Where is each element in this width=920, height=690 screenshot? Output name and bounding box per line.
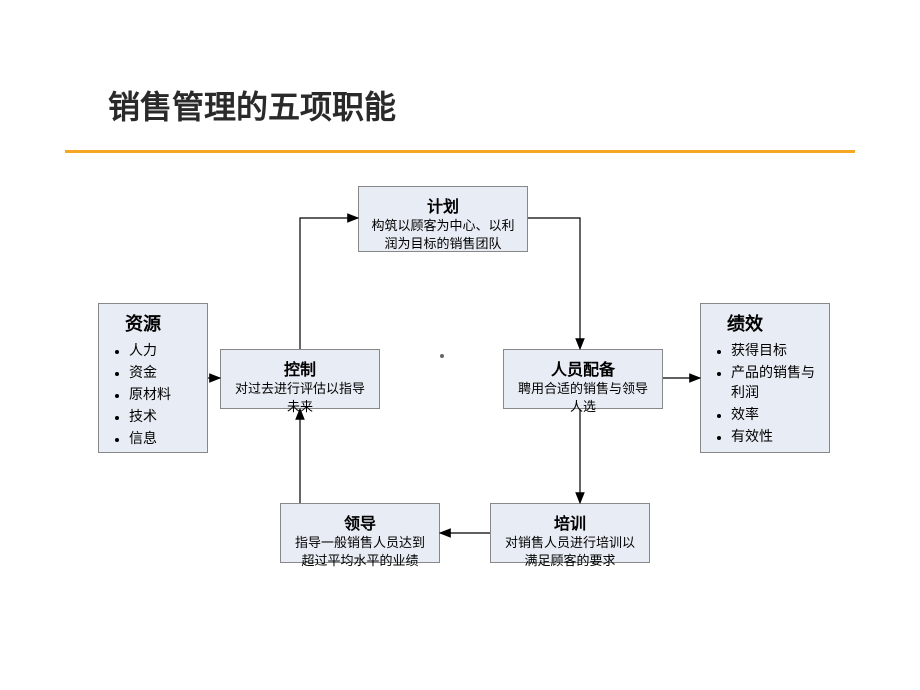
- node-plan-desc: 构筑以顾客为中心、以利润为目标的销售团队: [367, 217, 519, 252]
- node-train: 培训 对销售人员进行培训以满足顾客的要求: [490, 503, 650, 563]
- node-plan: 计划 构筑以顾客为中心、以利润为目标的销售团队: [358, 186, 528, 252]
- list-item: 信息: [129, 428, 199, 448]
- list-item: 有效性: [731, 426, 821, 446]
- list-item: 产品的销售与利润: [731, 362, 821, 402]
- list-item: 人力: [129, 340, 199, 360]
- node-train-desc: 对销售人员进行培训以满足顾客的要求: [499, 534, 641, 569]
- list-item: 技术: [129, 406, 199, 426]
- node-performance: 绩效 获得目标 产品的销售与利润 效率 有效性: [700, 303, 830, 453]
- center-dot: [440, 354, 444, 358]
- list-item: 获得目标: [731, 340, 821, 360]
- title-underline: [65, 150, 855, 153]
- node-train-title: 培训: [499, 510, 641, 534]
- list-item: 效率: [731, 404, 821, 424]
- node-control-desc: 对过去进行评估以指导未来: [229, 380, 371, 415]
- node-resources-list: 人力 资金 原材料 技术 信息: [107, 340, 199, 448]
- node-staffing: 人员配备 聘用合适的销售与领导人选: [503, 349, 663, 409]
- node-lead-desc: 指导一般销售人员达到超过平均水平的业绩: [289, 534, 431, 569]
- node-lead-title: 领导: [289, 510, 431, 534]
- node-control: 控制 对过去进行评估以指导未来: [220, 349, 380, 409]
- node-resources-title: 资源: [107, 310, 199, 336]
- node-plan-title: 计划: [367, 193, 519, 217]
- node-staffing-desc: 聘用合适的销售与领导人选: [512, 380, 654, 415]
- node-lead: 领导 指导一般销售人员达到超过平均水平的业绩: [280, 503, 440, 563]
- page-title: 销售管理的五项职能: [108, 82, 396, 128]
- node-staffing-title: 人员配备: [512, 356, 654, 380]
- node-resources: 资源 人力 资金 原材料 技术 信息: [98, 303, 208, 453]
- node-performance-list: 获得目标 产品的销售与利润 效率 有效性: [709, 340, 821, 446]
- list-item: 原材料: [129, 384, 199, 404]
- node-control-title: 控制: [229, 356, 371, 380]
- list-item: 资金: [129, 362, 199, 382]
- node-performance-title: 绩效: [709, 310, 821, 336]
